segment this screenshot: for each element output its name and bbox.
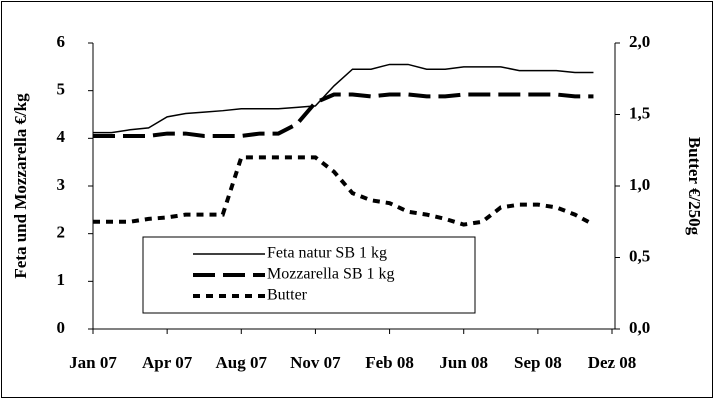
y-tick-label: 4 xyxy=(57,127,66,146)
legend-label: Butter xyxy=(267,287,308,304)
x-tick-label: Aug 07 xyxy=(216,353,268,372)
legend-label: Mozzarella SB 1 kg xyxy=(267,266,395,283)
y-axis-title: Feta und Mozzarella €/kg xyxy=(11,93,30,279)
y2-tick-label: 0,5 xyxy=(629,246,650,265)
x-tick-label: Feb 08 xyxy=(365,353,414,372)
series-line xyxy=(93,155,595,227)
x-tick-label: Apr 07 xyxy=(142,353,193,372)
y-tick-label: 1 xyxy=(57,270,66,289)
x-tick-label: Sep 08 xyxy=(514,353,562,372)
y-tick-label: 2 xyxy=(57,223,66,242)
y2-tick-label: 0,0 xyxy=(629,318,650,337)
series-line xyxy=(93,63,594,134)
y-tick-label: 3 xyxy=(57,175,66,194)
series-line xyxy=(93,92,594,138)
legend-label: Feta natur SB 1 kg xyxy=(267,245,387,262)
y2-tick-label: 2,0 xyxy=(629,32,650,51)
y2-tick-label: 1,0 xyxy=(629,175,650,194)
y2-tick-label: 1,5 xyxy=(629,103,650,122)
y2-axis-title: Butter €/250g xyxy=(685,137,704,236)
x-tick-label: Jan 07 xyxy=(69,353,117,372)
y-tick-label: 5 xyxy=(57,80,66,99)
y-tick-label: 0 xyxy=(57,318,66,337)
y-tick-label: 6 xyxy=(57,32,66,51)
x-tick-label: Dez 08 xyxy=(588,353,637,372)
x-tick-label: Jun 08 xyxy=(439,353,488,372)
x-tick-label: Nov 07 xyxy=(290,353,341,372)
